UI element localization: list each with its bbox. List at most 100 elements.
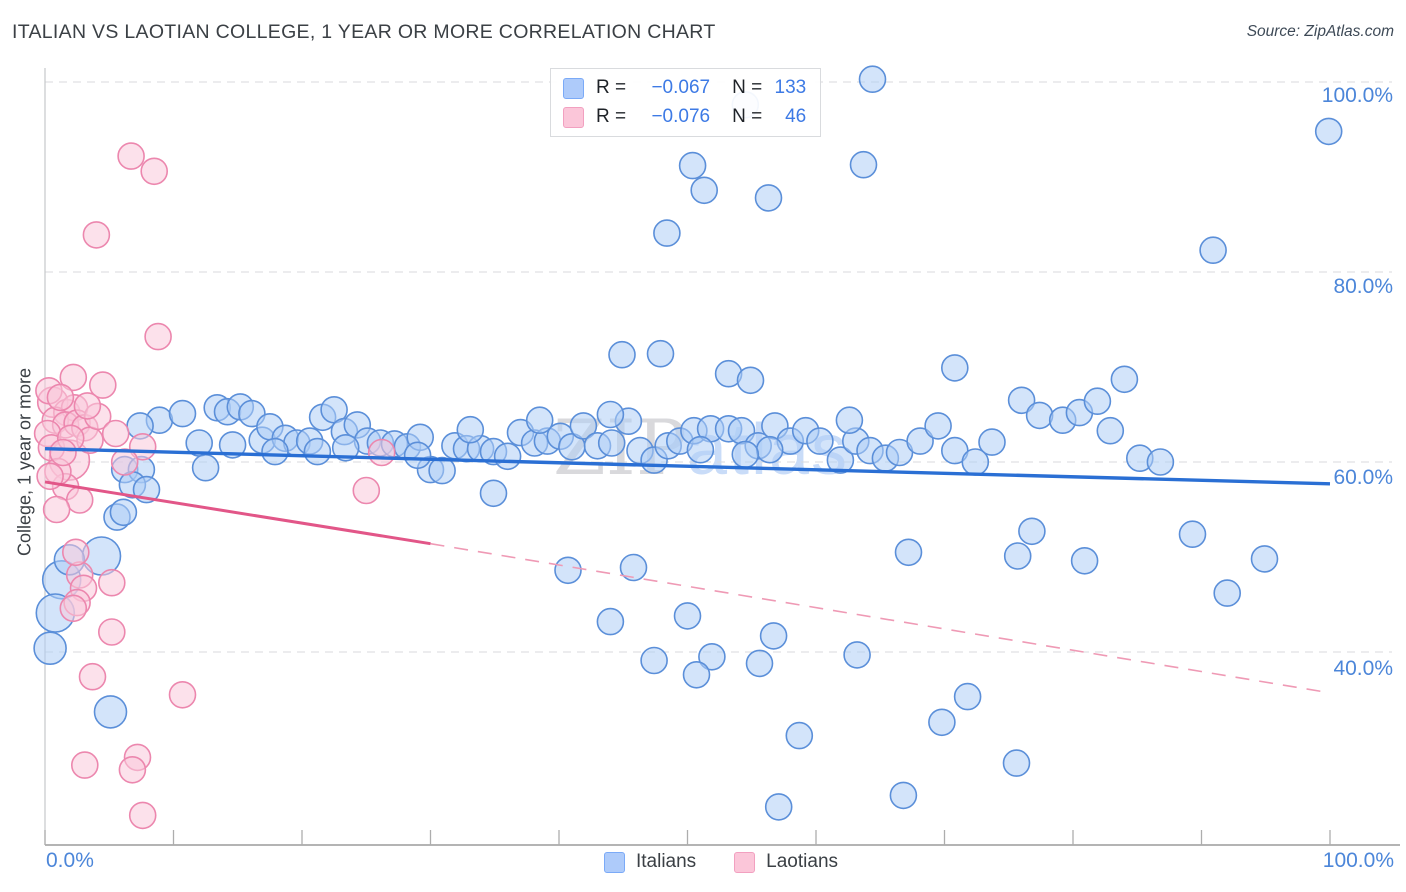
data-point-italians[interactable] (597, 429, 626, 457)
data-point-laotians[interactable] (71, 751, 99, 779)
data-point-italians[interactable] (646, 339, 675, 368)
data-point-laotians[interactable] (110, 448, 139, 476)
data-point-italians[interactable] (731, 440, 760, 469)
data-point-italians[interactable] (1025, 401, 1054, 430)
data-point-italians[interactable] (785, 721, 814, 750)
data-point-laotians[interactable] (78, 662, 107, 691)
y-tick-label-60: 60.0% (1333, 466, 1393, 489)
data-point-italians[interactable] (1003, 542, 1032, 570)
data-point-laotians[interactable] (73, 392, 102, 420)
data-point-italians[interactable] (596, 400, 625, 429)
data-point-italians[interactable] (33, 631, 67, 666)
data-point-italians[interactable] (690, 176, 719, 205)
data-point-italians[interactable] (1002, 749, 1031, 777)
data-point-italians[interactable] (93, 695, 128, 729)
data-point-italians[interactable] (894, 538, 923, 567)
data-point-italians[interactable] (953, 682, 982, 711)
legend-item-laotians[interactable]: Laotians (734, 851, 838, 873)
data-point-italians[interactable] (745, 649, 774, 678)
data-point-italians[interactable] (858, 65, 887, 93)
data-point-laotians[interactable] (98, 618, 126, 646)
data-point-italians[interactable] (218, 431, 247, 459)
data-point-laotians[interactable] (118, 755, 147, 784)
data-point-italians[interactable] (1096, 416, 1125, 445)
data-point-italians[interactable] (403, 441, 432, 470)
data-point-italians[interactable] (682, 660, 711, 689)
data-point-italians[interactable] (849, 150, 878, 179)
data-point-italians[interactable] (736, 366, 765, 395)
laotians-legend-swatch-icon (734, 851, 756, 873)
data-point-laotians[interactable] (117, 142, 145, 170)
data-point-italians[interactable] (596, 607, 625, 636)
data-point-italians[interactable] (109, 498, 138, 527)
data-point-italians[interactable] (924, 412, 952, 440)
data-point-italians[interactable] (191, 453, 220, 482)
data-point-italians[interactable] (331, 433, 360, 462)
data-point-laotians[interactable] (128, 432, 157, 461)
trend-line-laotians-solid (44, 480, 431, 546)
data-point-italians[interactable] (906, 427, 934, 455)
data-point-italians[interactable] (1314, 117, 1343, 146)
data-point-italians[interactable] (1199, 236, 1227, 264)
laotians-swatch-icon (563, 106, 584, 128)
legend-item-italians[interactable]: Italians (603, 851, 696, 873)
data-point-italians[interactable] (1007, 386, 1036, 415)
data-point-italians[interactable] (1070, 546, 1099, 575)
data-point-italians[interactable] (608, 340, 636, 369)
data-point-italians[interactable] (428, 456, 456, 485)
data-point-italians[interactable] (754, 184, 783, 212)
data-point-laotians[interactable] (89, 371, 117, 399)
data-point-italians[interactable] (673, 602, 702, 630)
data-point-italians[interactable] (889, 781, 918, 810)
data-point-italians[interactable] (168, 399, 197, 428)
data-point-laotians[interactable] (140, 157, 168, 186)
data-point-laotians[interactable] (101, 419, 130, 448)
data-point-laotians[interactable] (144, 322, 172, 351)
data-point-italians[interactable] (456, 415, 485, 444)
data-point-italians[interactable] (806, 427, 834, 455)
data-point-italians[interactable] (678, 151, 707, 180)
data-point-italians[interactable] (1110, 365, 1139, 394)
data-point-italians[interactable] (619, 553, 648, 582)
data-point-italians[interactable] (826, 446, 855, 474)
data-point-italians[interactable] (698, 642, 726, 671)
data-point-italians[interactable] (554, 556, 582, 585)
data-point-italians[interactable] (764, 793, 793, 821)
data-point-laotians[interactable] (59, 594, 88, 623)
data-point-laotians[interactable] (168, 680, 197, 709)
data-point-italians[interactable] (569, 412, 598, 440)
data-point-italians[interactable] (1083, 387, 1112, 416)
data-point-italians[interactable] (653, 219, 681, 247)
data-point-italians[interactable] (1146, 448, 1175, 476)
data-point-italians[interactable] (928, 708, 956, 737)
data-point-italians[interactable] (759, 622, 788, 650)
data-point-italians[interactable] (479, 479, 508, 508)
data-point-italians[interactable] (525, 406, 554, 435)
data-point-italians[interactable] (303, 437, 332, 466)
data-point-italians[interactable] (1250, 545, 1279, 573)
data-point-laotians[interactable] (128, 801, 157, 830)
data-point-laotians[interactable] (46, 383, 75, 412)
data-point-laotians[interactable] (98, 568, 126, 597)
data-point-italians[interactable] (261, 437, 289, 466)
data-point-italians[interactable] (640, 646, 668, 675)
data-point-laotians[interactable] (352, 476, 381, 505)
data-point-laotians[interactable] (82, 221, 111, 249)
data-point-italians[interactable] (686, 435, 715, 464)
data-point-laotians[interactable] (367, 438, 396, 467)
data-point-italians[interactable] (835, 406, 864, 435)
data-point-italians[interactable] (843, 641, 871, 669)
italians-legend-swatch-icon (603, 851, 625, 873)
data-point-laotians[interactable] (59, 363, 88, 392)
data-point-laotians[interactable] (62, 538, 90, 567)
data-point-italians[interactable] (1178, 520, 1207, 549)
data-point-italians[interactable] (978, 428, 1006, 456)
data-point-italians[interactable] (1213, 579, 1241, 607)
data-point-laotians[interactable] (42, 495, 71, 524)
data-point-italians[interactable] (1018, 517, 1046, 546)
data-point-italians[interactable] (755, 435, 784, 464)
data-point-italians[interactable] (493, 442, 522, 471)
data-point-laotians[interactable] (65, 486, 94, 514)
data-point-laotians[interactable] (49, 438, 77, 467)
data-point-italians[interactable] (940, 354, 969, 382)
